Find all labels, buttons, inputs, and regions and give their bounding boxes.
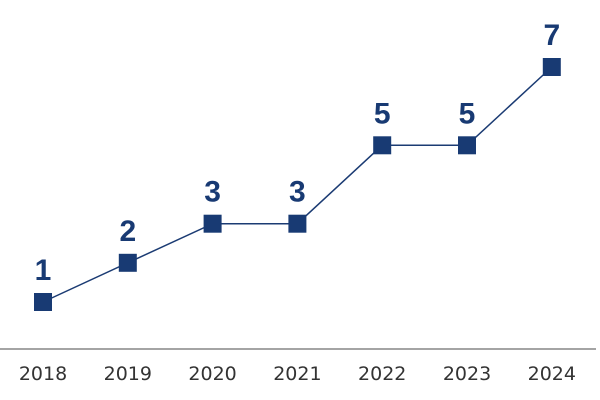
series-layer: [34, 58, 561, 311]
x-tick-label-2021: 2021: [273, 363, 321, 385]
point-marker-2020: [203, 214, 222, 233]
x-tick-layer: 2018 2019 2020 2021 2022 2023 2024: [19, 363, 576, 385]
data-label-2018: 1: [35, 254, 52, 287]
data-label-2021: 3: [289, 176, 306, 209]
x-tick-label-2024: 2024: [528, 363, 576, 385]
data-label-2020: 3: [204, 176, 221, 209]
point-marker-2018: [34, 293, 52, 311]
data-label-2024: 7: [543, 19, 560, 52]
data-label-layer: 1 2 3 3 5 5 7: [35, 19, 560, 287]
data-label-2023: 5: [459, 97, 476, 130]
point-marker-2022: [373, 136, 392, 155]
x-tick-label-2023: 2023: [443, 363, 491, 385]
x-tick-label-2022: 2022: [358, 363, 406, 385]
data-label-2019: 2: [119, 215, 136, 248]
point-marker-2024: [542, 58, 561, 76]
point-marker-2019: [118, 253, 137, 272]
x-tick-label-2018: 2018: [19, 363, 67, 385]
point-marker-2021: [288, 214, 307, 233]
data-label-2022: 5: [374, 97, 391, 130]
x-tick-label-2020: 2020: [188, 363, 236, 385]
point-marker-2023: [458, 136, 476, 155]
x-tick-label-2019: 2019: [104, 363, 152, 385]
